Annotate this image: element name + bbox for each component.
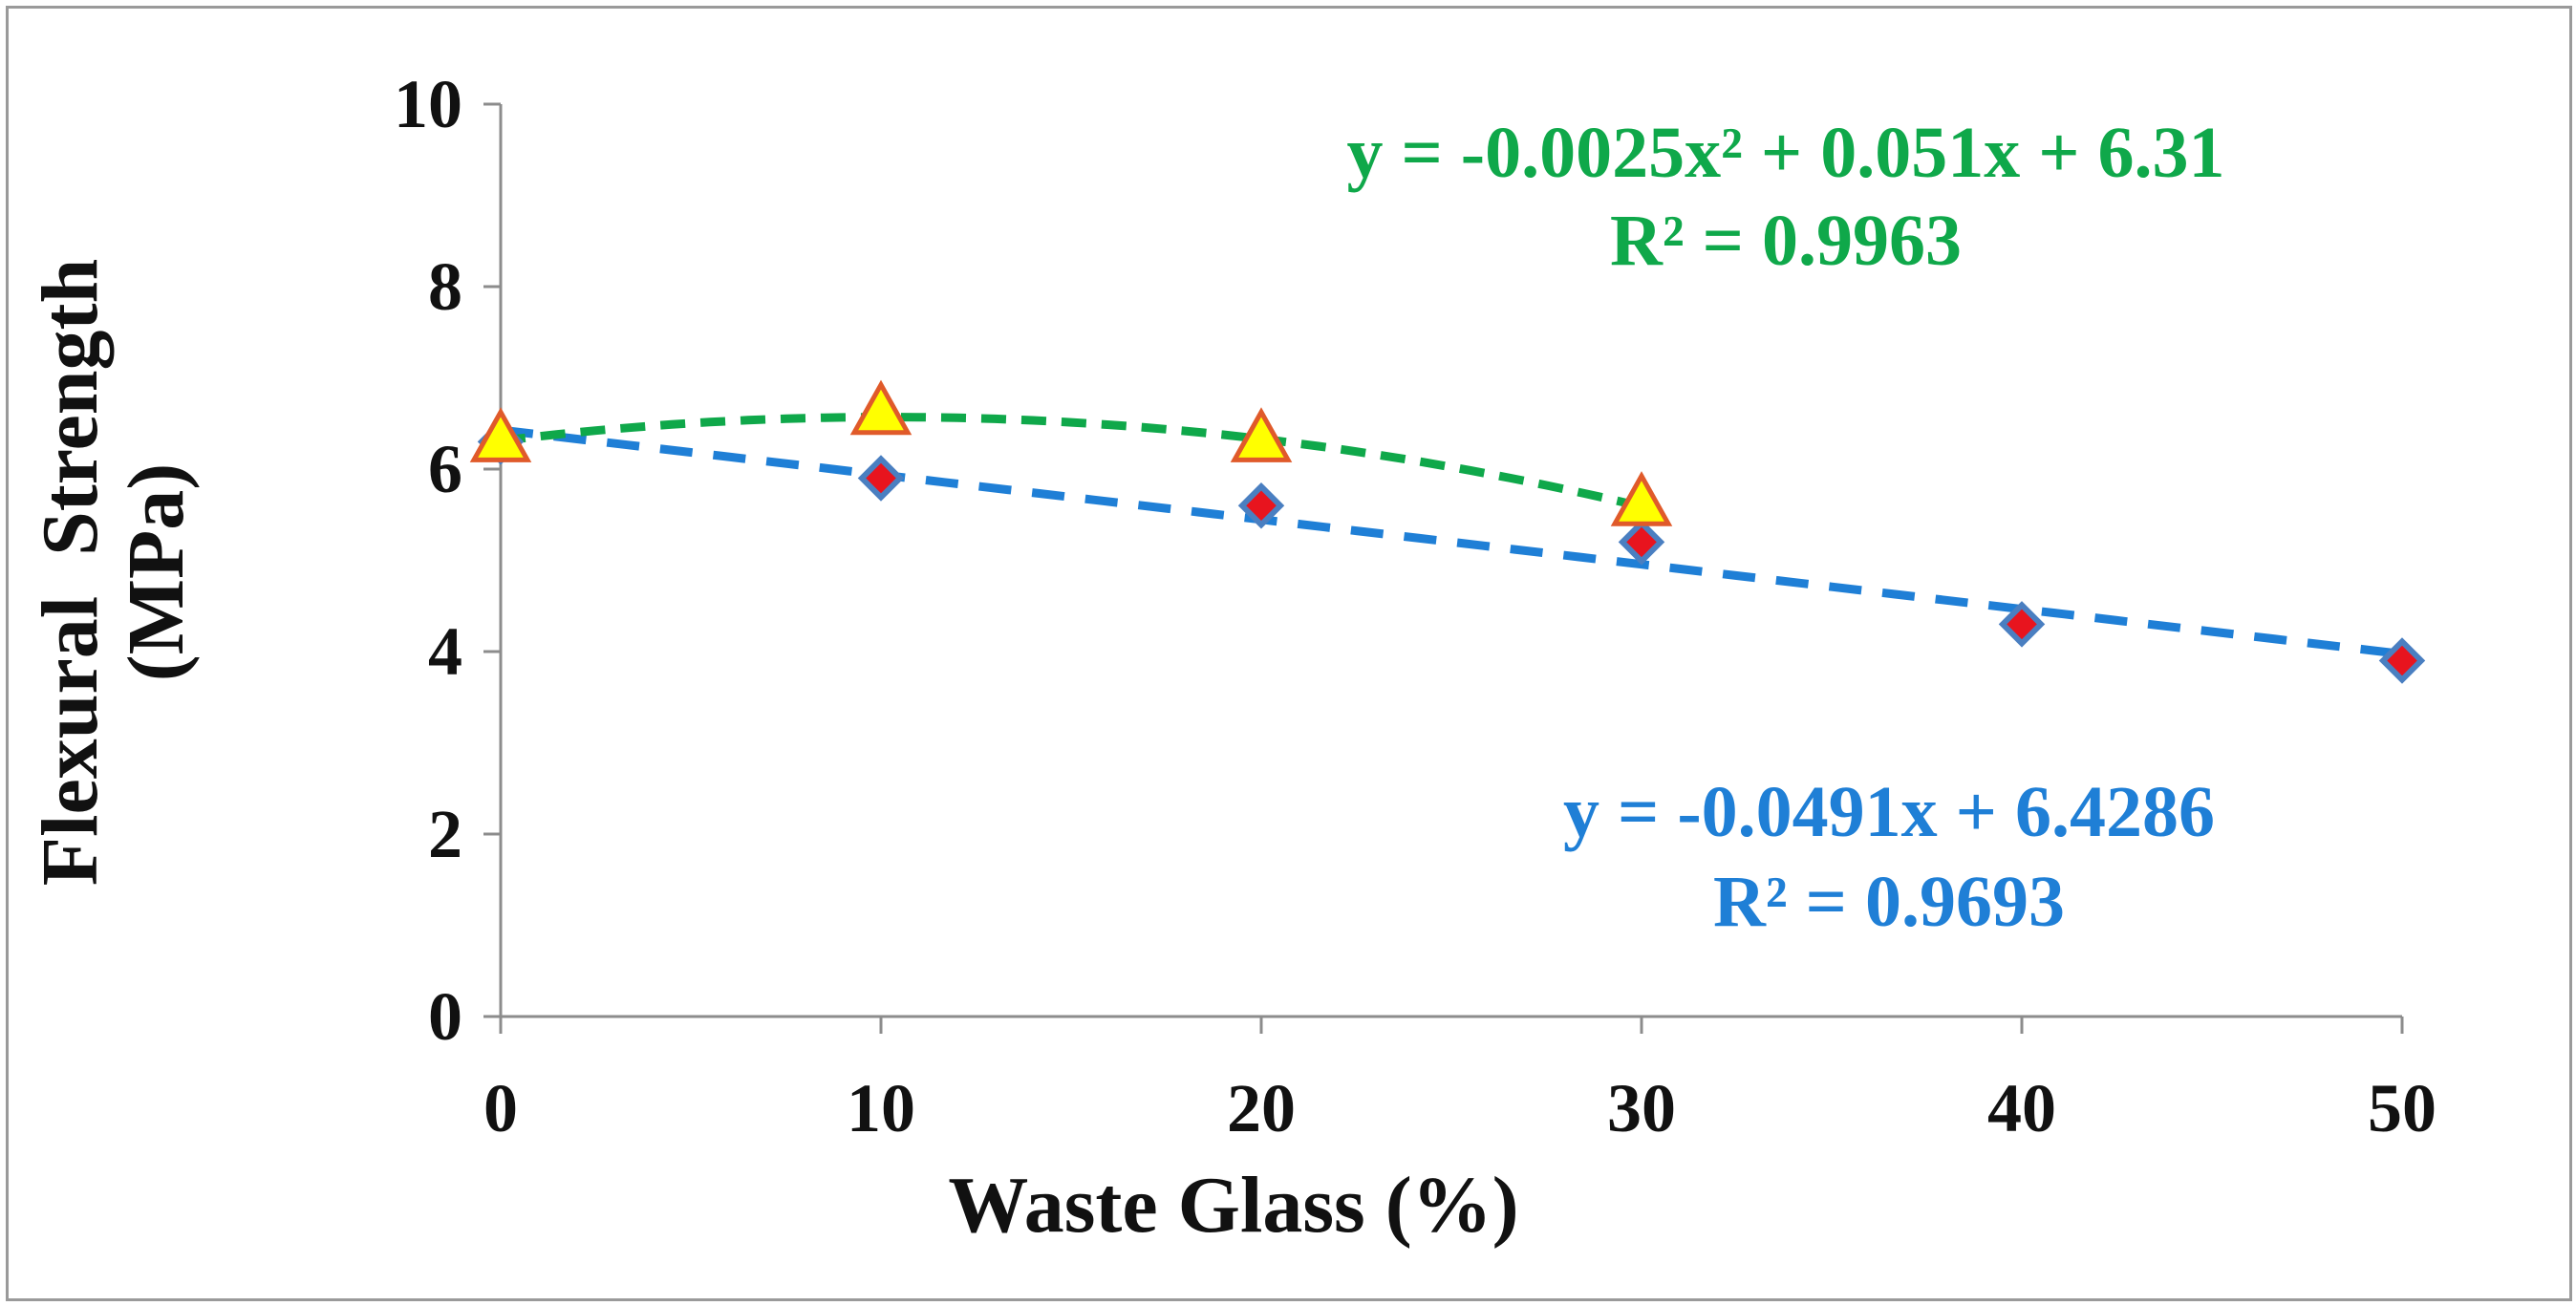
y-axis-title-line2: (MPa) (112, 463, 201, 682)
diamond-point (2378, 637, 2426, 684)
diamond-point (1998, 601, 2046, 648)
markers (469, 379, 2426, 684)
x-tick-label: 0 (483, 1070, 518, 1146)
x-axis-title: Waste Glass (%) (948, 1161, 1518, 1250)
y-tick-label: 10 (394, 66, 462, 142)
y-tick-label: 0 (428, 978, 462, 1055)
linear-trendline (500, 425, 2403, 658)
triangle-point (849, 379, 912, 436)
x-tick-label: 10 (847, 1070, 915, 1146)
x-tick-label: 20 (1227, 1070, 1296, 1146)
diamond-point (1618, 519, 1665, 566)
triangle-point (469, 407, 532, 462)
y-tick-label: 6 (428, 431, 462, 507)
polynomial-trendline (500, 413, 1643, 511)
y-tick-label: 2 (428, 796, 462, 872)
x-tick-label: 40 (1987, 1070, 2056, 1146)
x-tick-label: 50 (2368, 1070, 2436, 1146)
y-axis-title-line1: Flexural Strength (26, 259, 115, 886)
y-tick-label: 4 (428, 613, 462, 690)
y-tick-label: 8 (428, 248, 462, 325)
poly-trend-r2: R² = 0.9963 (1610, 201, 1962, 281)
labels: Waste Glass (%) Flexural Strength (MPa) … (26, 113, 2225, 1250)
diamond-point (1237, 482, 1285, 529)
diamond-point (857, 455, 905, 502)
linear-trend-r2: R² = 0.9693 (1713, 862, 2065, 942)
linear-trend-equation: y = -0.0491x + 6.4286 (1563, 772, 2215, 852)
flexural-strength-chart: 0 2 4 6 8 10 0 10 20 30 40 50 Waste Glass (%) Flexu… (26, 66, 2436, 1250)
poly-trend-equation: y = -0.0025x² + 0.051x + 6.31 (1346, 113, 2224, 193)
triangle-point (1610, 471, 1673, 526)
x-tick-label: 30 (1607, 1070, 1676, 1146)
trendlines (500, 413, 2403, 658)
axes: 0 2 4 6 8 10 0 10 20 30 40 50 (394, 66, 2436, 1146)
chart-frame: 0 2 4 6 8 10 0 10 20 30 40 50 Waste Glass (%) Flexu… (6, 6, 2572, 1301)
triangle-point (1230, 407, 1293, 462)
